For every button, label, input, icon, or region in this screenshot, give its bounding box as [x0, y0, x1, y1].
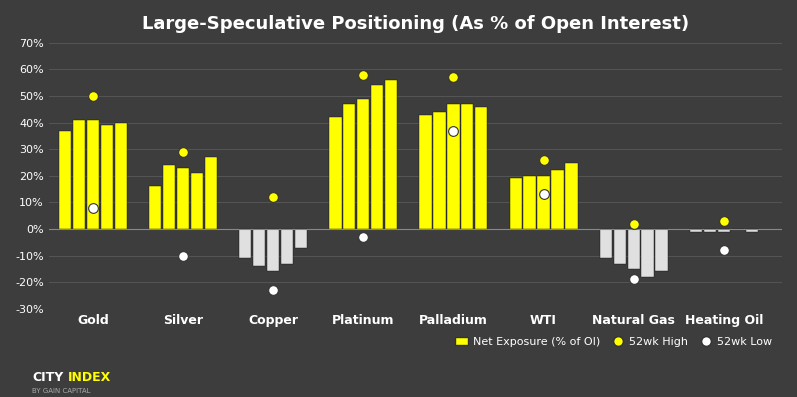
Bar [267, 229, 279, 272]
Bar [627, 229, 640, 269]
Bar [59, 131, 71, 229]
Text: BY GAIN CAPITAL: BY GAIN CAPITAL [32, 388, 90, 394]
Bar [434, 112, 446, 229]
Bar [704, 229, 716, 231]
Bar [177, 168, 189, 229]
Bar [599, 229, 612, 258]
Bar [419, 115, 432, 229]
Bar [475, 107, 488, 229]
Bar [295, 229, 307, 248]
Bar [509, 179, 522, 229]
Bar [690, 229, 702, 231]
Bar [655, 229, 668, 272]
Bar [385, 80, 397, 229]
Bar [614, 229, 626, 264]
Bar [461, 104, 473, 229]
Bar [745, 229, 758, 231]
Bar [524, 176, 536, 229]
Bar [87, 120, 99, 229]
Bar [190, 173, 203, 229]
Bar [73, 120, 85, 229]
Bar [205, 157, 217, 229]
Bar [100, 125, 113, 229]
Bar [552, 170, 563, 229]
Bar [253, 229, 265, 266]
Text: CITY: CITY [32, 371, 63, 384]
Title: Large-Speculative Positioning (As % of Open Interest): Large-Speculative Positioning (As % of O… [142, 15, 689, 33]
Bar [163, 165, 175, 229]
Legend: Net Exposure (% of OI), 52wk High, 52wk Low: Net Exposure (% of OI), 52wk High, 52wk … [450, 332, 776, 351]
Bar [149, 187, 161, 229]
Bar [115, 123, 127, 229]
Bar [281, 229, 293, 264]
Bar [239, 229, 251, 258]
Bar [642, 229, 654, 277]
Bar [717, 229, 730, 231]
Bar [344, 104, 355, 229]
Bar [371, 85, 383, 229]
Bar [565, 162, 578, 229]
Text: INDEX: INDEX [68, 371, 111, 384]
Bar [357, 99, 369, 229]
Bar [447, 104, 460, 229]
Bar [537, 176, 550, 229]
Bar [329, 118, 342, 229]
